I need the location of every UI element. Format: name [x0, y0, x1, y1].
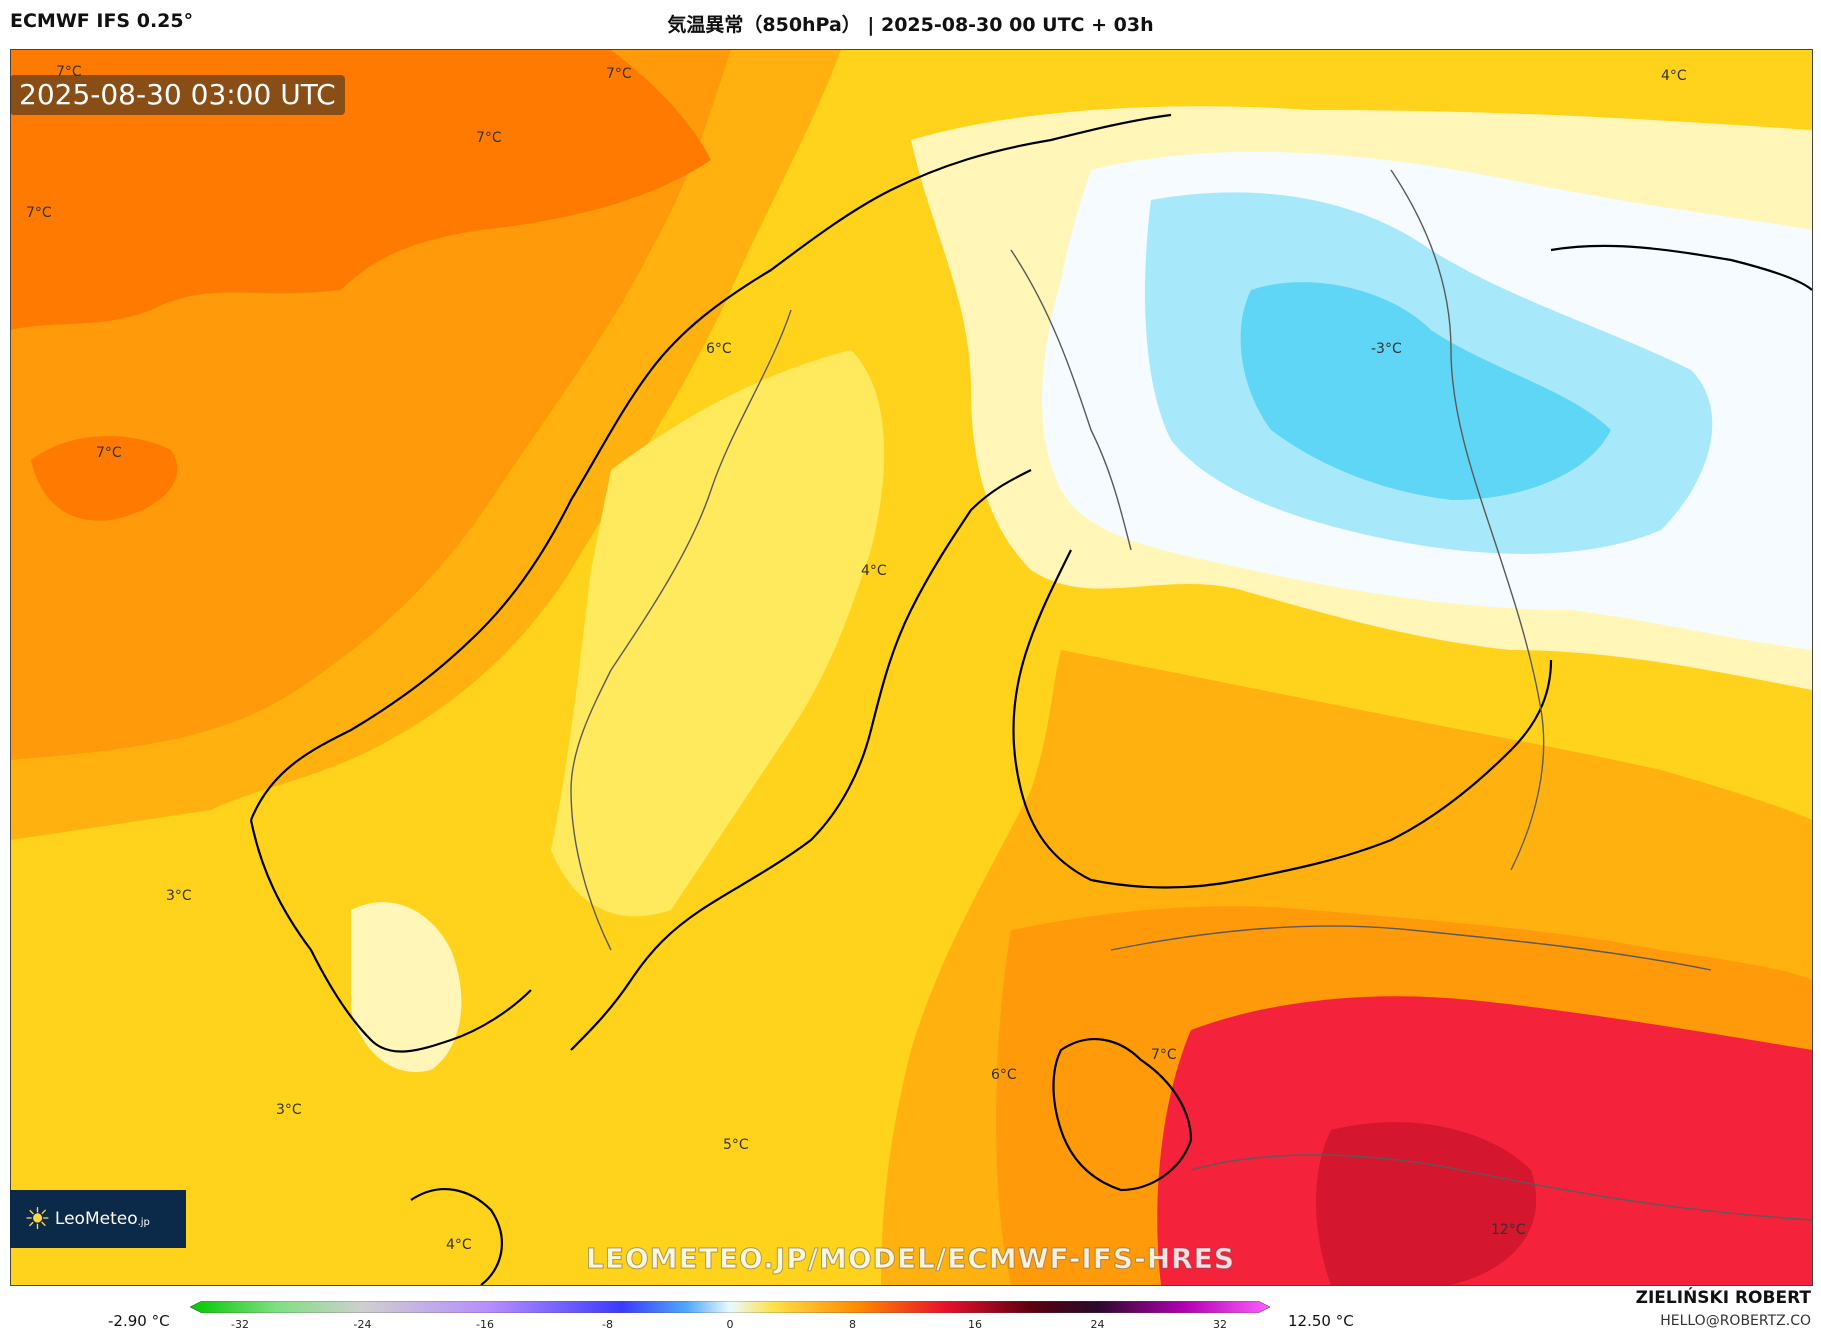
legend-tick-label: 8	[849, 1318, 856, 1331]
field-orange-deep-spot	[31, 436, 178, 521]
coast-white-sea	[1550, 244, 1812, 291]
contour-label: 3°C	[166, 888, 192, 904]
contour-label: 6°C	[706, 341, 732, 357]
legend-tick-label: 16	[968, 1318, 982, 1331]
author-email[interactable]: HELLO@ROBERTZ.CO	[1660, 1313, 1811, 1329]
legend-tick-label: 0	[727, 1318, 734, 1331]
legend-tick-label: -32	[231, 1318, 249, 1331]
legend-max-label: 12.50 °C	[1288, 1312, 1354, 1330]
legend-min-label: -2.90 °C	[108, 1312, 170, 1330]
color-scale-bar	[190, 1301, 1270, 1313]
field-cream-patch	[351, 902, 462, 1072]
legend-tick-label: 24	[1091, 1318, 1105, 1331]
contour-label: 6°C	[991, 1067, 1017, 1083]
contour-label: 7°C	[96, 445, 122, 461]
field-orange-deep-north	[11, 50, 711, 330]
legend-tick-label: -16	[476, 1318, 494, 1331]
contour-label: 4°C	[1661, 68, 1687, 84]
contour-label: 7°C	[26, 205, 52, 221]
contour-label: 5°C	[723, 1137, 749, 1153]
contour-label: 4°C	[861, 563, 887, 579]
contour-label: 7°C	[476, 130, 502, 146]
author-credit: ZIELIŃSKI ROBERT	[1635, 1288, 1811, 1308]
coastlines	[249, 113, 1812, 1285]
border-baltics	[1110, 925, 1712, 971]
watermark-url: LEOMETEO.JP/MODEL/ECMWF-IFS-HRES	[585, 1242, 1235, 1276]
map-panel[interactable]: 7°C 7°C 7°C 7°C 7°C 6°C 4°C -3°C 4°C 3°C…	[10, 49, 1813, 1286]
legend-tick-label: 32	[1213, 1318, 1227, 1331]
coast-south-norway	[249, 819, 532, 1053]
contour-label: -3°C	[1371, 341, 1402, 357]
coast-norway	[249, 113, 1172, 821]
field-cyan	[1240, 282, 1611, 500]
field-red-dark	[1316, 1122, 1537, 1285]
legend-tick-label: -8	[602, 1318, 613, 1331]
borders	[570, 169, 1812, 1221]
model-name: ECMWF IFS 0.25°	[10, 10, 194, 32]
coast-gulf-riga	[1052, 1038, 1193, 1192]
sun-icon: ☀	[24, 1201, 51, 1237]
contour-label: 7°C	[606, 66, 632, 82]
border-finland-russia	[1390, 169, 1545, 871]
contour-label: 3°C	[276, 1102, 302, 1118]
logo-brand: LeoMeteo	[54, 1209, 138, 1229]
contour-labels: 7°C 7°C 7°C 7°C 7°C 6°C 4°C -3°C 4°C 3°C…	[26, 64, 1687, 1253]
coast-denmark	[410, 1188, 503, 1285]
coast-finland	[1012, 549, 1553, 889]
logo-suffix: .jp	[137, 1216, 150, 1228]
border-sweden-finland	[1010, 249, 1132, 551]
legend-ticks: -32 -24 -16 -8 0 8 16 24 32	[231, 1318, 1227, 1331]
border-norway-sweden	[570, 309, 792, 951]
legend-tick-label: -24	[354, 1318, 372, 1331]
valid-time-badge: 2025-08-30 03:00 UTC	[10, 75, 345, 115]
contour-label: 7°C	[1151, 1047, 1177, 1063]
contour-label: 4°C	[446, 1237, 472, 1253]
border-belarus	[1190, 1154, 1812, 1221]
map-title: 気温異常（850hPa） | 2025-08-30 00 UTC + 03h	[667, 14, 1154, 36]
contour-label: 12°C	[1491, 1222, 1526, 1238]
field-yellow-light	[551, 350, 885, 917]
coast-sweden-east	[570, 469, 1032, 1051]
anomaly-map: 7°C 7°C 7°C 7°C 7°C 6°C 4°C -3°C 4°C 3°C…	[11, 50, 1812, 1285]
leometeo-logo[interactable]: ☀ LeoMeteo .jp	[10, 1190, 186, 1248]
